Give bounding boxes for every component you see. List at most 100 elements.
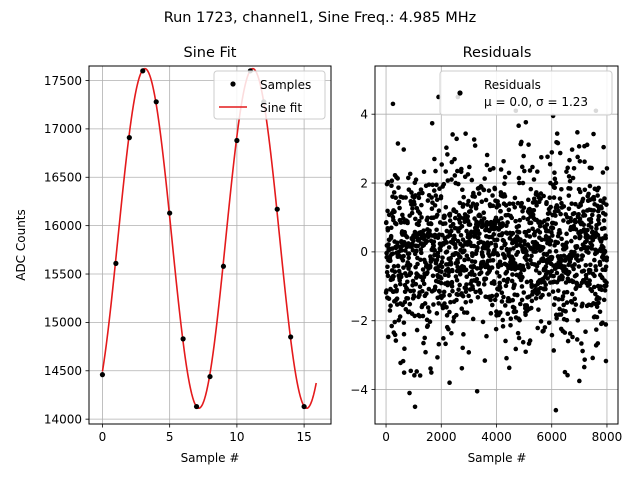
residual-point <box>518 238 524 244</box>
residual-point <box>491 232 497 237</box>
residual-point <box>392 319 398 325</box>
residual-point <box>400 212 405 218</box>
residual-point <box>579 257 584 262</box>
residual-point <box>556 288 561 293</box>
residual-point <box>393 221 399 227</box>
y-tick-label: 16500 <box>44 171 82 185</box>
residual-point <box>554 316 559 321</box>
residual-point <box>442 301 447 306</box>
residual-point <box>580 253 586 259</box>
residual-point <box>567 157 572 163</box>
residual-point <box>550 289 556 294</box>
residual-point <box>429 206 435 212</box>
residual-point <box>535 169 540 174</box>
residual-point <box>506 365 512 371</box>
residual-point <box>588 262 593 268</box>
residual-point <box>448 261 454 267</box>
residual-point <box>397 205 402 211</box>
residual-outlier-point <box>577 378 582 384</box>
residual-point <box>554 270 560 276</box>
residual-point <box>565 372 570 378</box>
residual-point <box>575 318 581 323</box>
residual-point <box>519 200 524 206</box>
residual-point <box>519 164 525 170</box>
residual-point <box>413 281 419 287</box>
residual-point <box>604 166 610 171</box>
residual-point <box>528 278 534 284</box>
residual-point <box>421 169 427 175</box>
residual-point <box>587 183 593 189</box>
sample-point <box>153 99 159 105</box>
residual-point <box>459 224 465 229</box>
residual-point <box>436 341 442 347</box>
residual-point <box>384 288 389 293</box>
residual-point <box>472 272 477 278</box>
residual-point <box>428 366 433 371</box>
residual-point <box>438 247 443 253</box>
residual-point <box>447 218 453 223</box>
residual-point <box>425 215 430 221</box>
residual-point <box>466 293 471 299</box>
residual-point <box>494 292 500 298</box>
residual-point <box>450 268 455 274</box>
residual-point <box>552 176 558 182</box>
residual-point <box>577 158 583 164</box>
residuals-title: Residuals <box>463 45 532 61</box>
residual-point <box>568 218 574 224</box>
sample-point <box>99 372 106 378</box>
residual-point <box>595 341 601 346</box>
residual-point <box>572 220 578 225</box>
residual-point <box>603 358 609 364</box>
residual-point <box>578 234 583 239</box>
residual-point <box>575 154 580 160</box>
residual-point <box>503 203 509 208</box>
y-tick-label: 14500 <box>44 364 82 378</box>
residual-point <box>480 319 486 325</box>
residual-point <box>467 222 473 227</box>
residual-point <box>482 176 487 181</box>
residual-point <box>555 204 560 210</box>
residual-point <box>418 250 424 256</box>
residual-point <box>425 270 430 275</box>
sample-point <box>167 210 173 216</box>
residual-point <box>580 196 586 202</box>
residual-point <box>472 259 478 265</box>
residual-point <box>563 309 568 314</box>
residual-point <box>597 296 602 301</box>
residual-point <box>432 203 438 208</box>
residual-point <box>516 229 522 235</box>
residual-point <box>547 210 552 216</box>
residual-point <box>529 298 535 304</box>
residual-point <box>556 297 561 302</box>
residual-point <box>434 257 440 263</box>
residuals-plot-area <box>383 94 610 413</box>
residual-point <box>506 170 512 176</box>
residual-point <box>421 340 426 346</box>
residual-point <box>412 373 417 378</box>
residual-point <box>543 264 549 269</box>
residual-point <box>564 169 569 174</box>
residual-point <box>494 237 500 243</box>
residual-point <box>502 255 508 261</box>
sine-fit-frame <box>88 65 332 425</box>
residual-point <box>500 221 505 226</box>
residual-point <box>593 264 598 269</box>
legend-residuals-marker <box>457 90 463 96</box>
residual-point <box>478 290 483 295</box>
residual-point <box>591 284 597 290</box>
residual-point <box>492 247 497 253</box>
residual-point <box>582 213 588 218</box>
residual-point <box>564 231 569 237</box>
residual-point <box>587 267 593 273</box>
residual-point <box>571 266 576 272</box>
residual-point <box>544 200 549 205</box>
residual-point <box>492 297 498 303</box>
residual-point <box>502 181 507 186</box>
residual-point <box>401 147 407 152</box>
residual-point <box>388 233 394 239</box>
residual-point <box>537 223 543 229</box>
residual-point <box>464 310 470 315</box>
residual-point <box>419 215 424 220</box>
residual-point <box>498 167 504 172</box>
residual-point <box>394 296 400 301</box>
